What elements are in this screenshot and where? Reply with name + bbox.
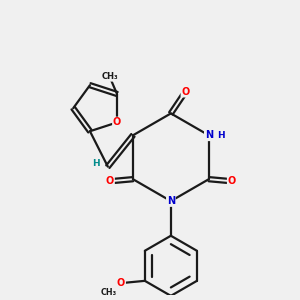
Text: O: O <box>113 117 121 128</box>
Text: N: N <box>205 130 213 140</box>
Text: CH₃: CH₃ <box>101 72 118 81</box>
Text: O: O <box>182 87 190 97</box>
Text: H: H <box>217 131 224 140</box>
Text: H: H <box>92 159 100 168</box>
Text: O: O <box>228 176 236 186</box>
Text: N: N <box>167 196 175 206</box>
Text: CH₃: CH₃ <box>100 288 117 297</box>
Text: O: O <box>106 176 114 186</box>
Text: O: O <box>117 278 125 288</box>
